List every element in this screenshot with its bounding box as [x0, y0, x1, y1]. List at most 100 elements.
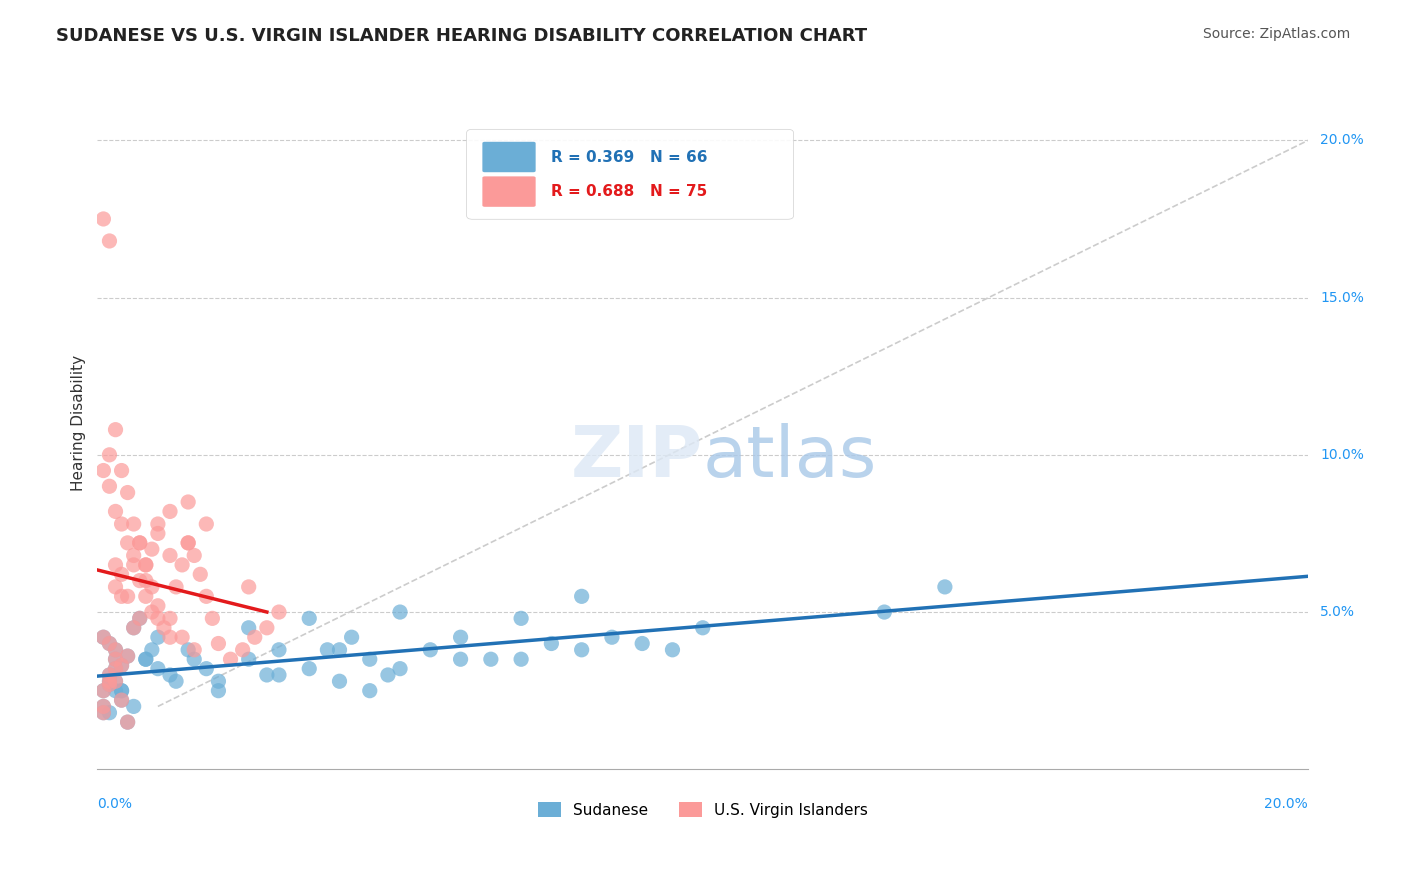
Point — [98, 668, 121, 682]
Point — [146, 599, 169, 613]
Point — [153, 621, 176, 635]
Point — [934, 580, 956, 594]
Point — [207, 674, 229, 689]
Point — [110, 590, 132, 604]
Point — [340, 630, 363, 644]
Text: 0.0%: 0.0% — [97, 797, 132, 811]
Point — [159, 668, 181, 682]
Point — [104, 652, 127, 666]
Point — [188, 567, 211, 582]
Point — [98, 706, 121, 720]
Point — [540, 636, 562, 650]
Point — [93, 211, 115, 226]
Point — [110, 567, 132, 582]
Point — [117, 715, 139, 730]
Point — [104, 580, 127, 594]
Point — [104, 674, 127, 689]
Point — [93, 683, 115, 698]
Point — [128, 611, 150, 625]
Point — [110, 658, 132, 673]
Point — [177, 495, 200, 509]
Point — [600, 630, 623, 644]
Point — [93, 706, 115, 720]
Point — [328, 642, 350, 657]
Text: 20.0%: 20.0% — [1320, 133, 1364, 147]
Point — [146, 526, 169, 541]
Point — [104, 674, 127, 689]
Point — [267, 642, 290, 657]
Point — [110, 516, 132, 531]
Point — [571, 642, 593, 657]
Point — [93, 699, 115, 714]
Point — [873, 605, 896, 619]
Point — [98, 234, 121, 248]
FancyBboxPatch shape — [482, 177, 536, 207]
Point — [135, 652, 157, 666]
Point — [104, 423, 127, 437]
Point — [93, 630, 115, 644]
Point — [117, 649, 139, 664]
Point — [450, 652, 472, 666]
Point — [183, 652, 205, 666]
Point — [359, 652, 381, 666]
Point — [98, 674, 121, 689]
Point — [93, 464, 115, 478]
Point — [389, 605, 412, 619]
Point — [328, 674, 350, 689]
Point — [98, 668, 121, 682]
Point — [110, 683, 132, 698]
Point — [159, 630, 181, 644]
Point — [238, 652, 260, 666]
Text: ZIP: ZIP — [571, 424, 703, 492]
Point — [298, 662, 321, 676]
Point — [172, 630, 194, 644]
Point — [122, 621, 145, 635]
Point — [256, 621, 278, 635]
Point — [141, 542, 163, 557]
Point — [98, 677, 121, 691]
Point — [177, 642, 200, 657]
Point — [238, 580, 260, 594]
Point — [183, 549, 205, 563]
Point — [141, 580, 163, 594]
Text: 20.0%: 20.0% — [1264, 797, 1308, 811]
Point — [104, 662, 127, 676]
Point — [135, 590, 157, 604]
Point — [117, 536, 139, 550]
Point — [98, 479, 121, 493]
Text: 5.0%: 5.0% — [1320, 605, 1355, 619]
Point — [110, 683, 132, 698]
Point — [98, 448, 121, 462]
Point — [104, 558, 127, 572]
Point — [122, 549, 145, 563]
Point — [104, 652, 127, 666]
Point — [104, 683, 127, 698]
FancyBboxPatch shape — [467, 129, 793, 219]
Text: 15.0%: 15.0% — [1320, 291, 1364, 304]
Point — [122, 699, 145, 714]
Point — [359, 683, 381, 698]
Point — [135, 652, 157, 666]
Point — [104, 662, 127, 676]
Point — [122, 558, 145, 572]
Text: atlas: atlas — [703, 424, 877, 492]
Point — [110, 693, 132, 707]
Point — [93, 699, 115, 714]
Point — [419, 642, 441, 657]
Point — [104, 642, 127, 657]
Point — [98, 636, 121, 650]
Point — [159, 611, 181, 625]
Point — [128, 536, 150, 550]
Legend: Sudanese, U.S. Virgin Islanders: Sudanese, U.S. Virgin Islanders — [531, 796, 873, 824]
Point — [195, 516, 218, 531]
Point — [219, 652, 242, 666]
Point — [256, 668, 278, 682]
Point — [104, 504, 127, 518]
Point — [110, 658, 132, 673]
Point — [141, 605, 163, 619]
Point — [201, 611, 224, 625]
Point — [298, 611, 321, 625]
Point — [177, 536, 200, 550]
Point — [195, 590, 218, 604]
Point — [177, 536, 200, 550]
